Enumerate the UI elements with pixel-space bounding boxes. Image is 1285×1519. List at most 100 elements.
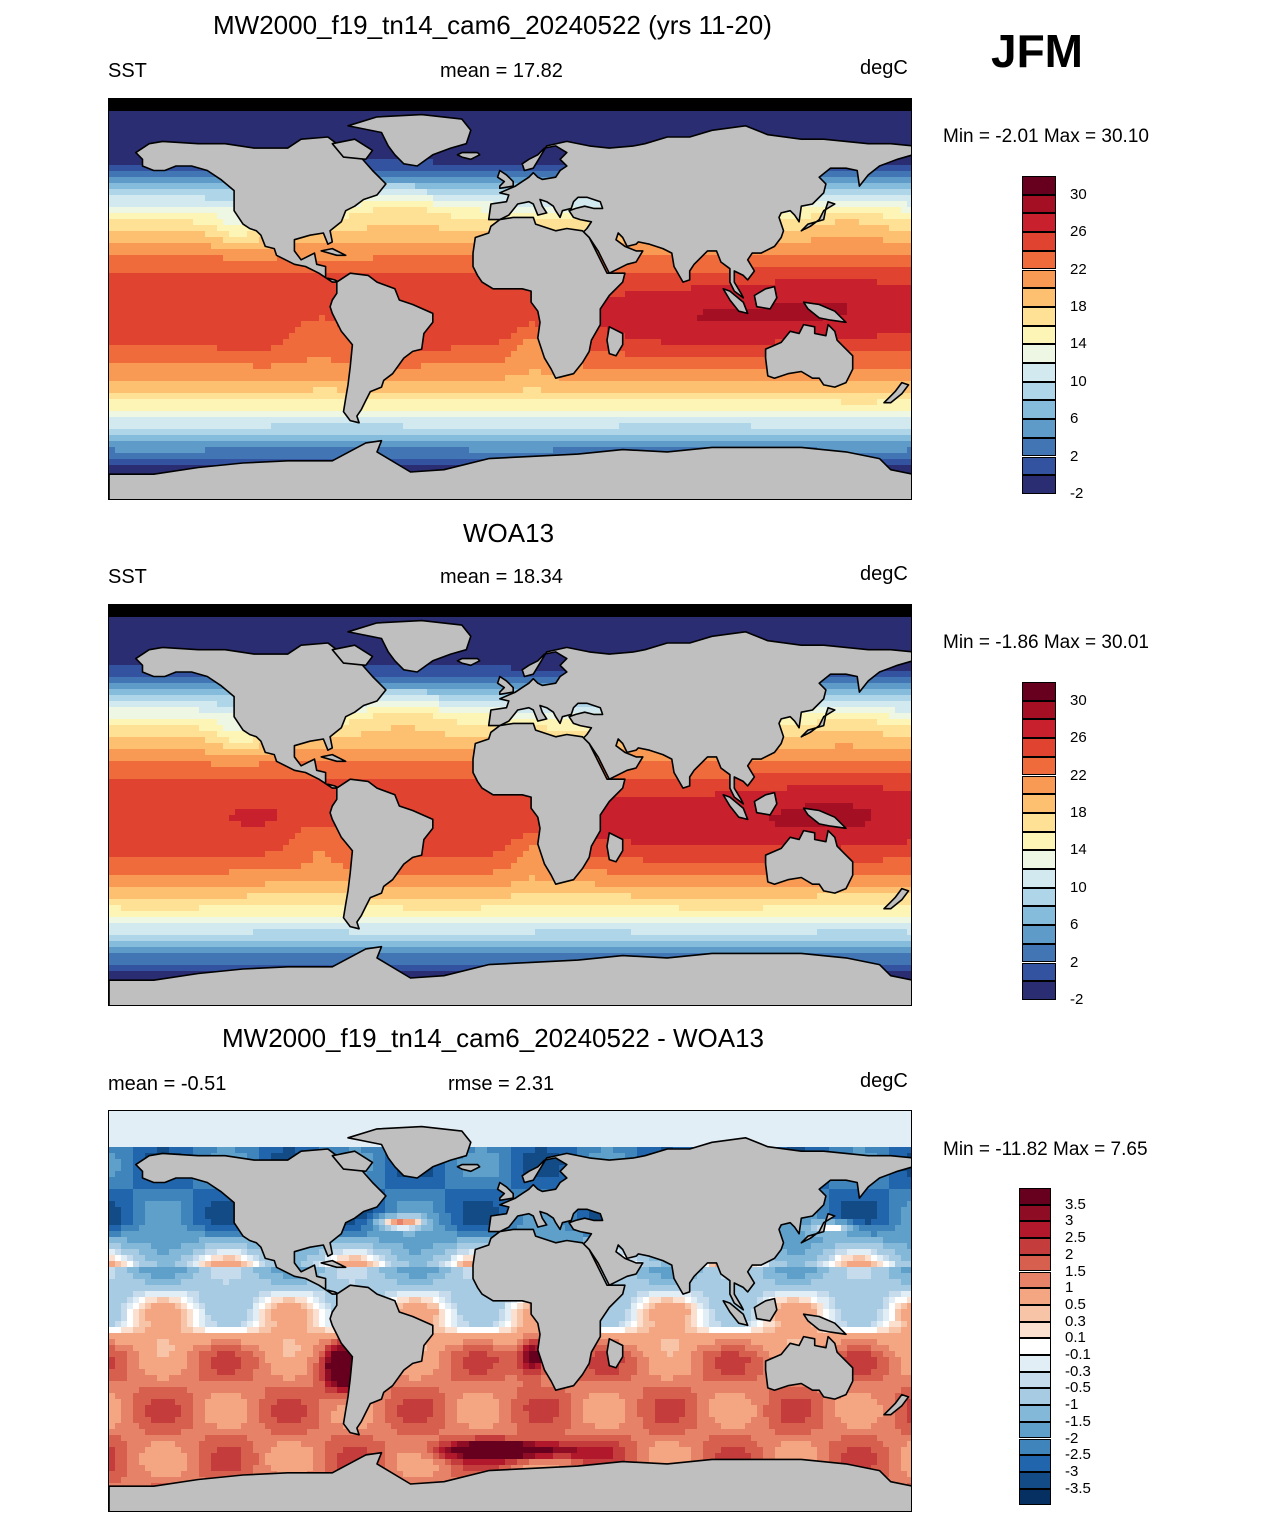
land-cuba xyxy=(320,753,347,763)
colorbar-swatch xyxy=(1022,194,1056,214)
land-sumatra xyxy=(722,288,749,315)
colorbar-swatch xyxy=(1022,981,1056,1000)
colorbar-tick-label: 2.5 xyxy=(1065,1229,1086,1246)
colorbar-tick-label: 3 xyxy=(1065,1212,1073,1229)
colorbar-swatch xyxy=(1022,400,1056,420)
land-africa xyxy=(472,1228,626,1391)
land-eurasia xyxy=(487,125,911,299)
colorbar-tick-label: 10 xyxy=(1070,879,1087,896)
land-eurasia xyxy=(487,631,911,805)
land-uk xyxy=(496,169,514,190)
land-japan xyxy=(800,200,836,232)
colorbar-swatch xyxy=(1019,1321,1051,1339)
land-africa xyxy=(472,216,626,379)
colorbar-swatch xyxy=(1022,213,1056,233)
panel-2-variable: SST xyxy=(108,566,147,589)
panel-1-map xyxy=(108,98,912,500)
colorbar-swatch xyxy=(1022,887,1056,907)
colorbar-swatch xyxy=(1019,1405,1051,1422)
colorbar-swatch xyxy=(1022,419,1056,438)
colorbar-tick-label: 1.5 xyxy=(1065,1263,1086,1280)
colorbar-tick-label: -3 xyxy=(1065,1463,1078,1480)
land-japan xyxy=(800,706,836,738)
land-madagascar xyxy=(606,832,624,863)
colorbar-swatch xyxy=(1022,850,1056,869)
land-iceland xyxy=(456,657,481,667)
land-cuba xyxy=(320,1259,347,1269)
panel-3-minmax: Min = -11.82 Max = 7.65 xyxy=(943,1139,1148,1161)
colorbar-swatch xyxy=(1019,1488,1051,1506)
panel-1-title: MW2000_f19_tn14_cam6_20240522 (yrs 11-20… xyxy=(213,10,772,41)
land-sumatra xyxy=(722,794,749,821)
colorbar-swatch xyxy=(1022,756,1056,776)
colorbar-swatch xyxy=(1022,962,1056,982)
colorbar-swatch xyxy=(1019,1471,1051,1489)
colorbar-tick-label: 6 xyxy=(1070,410,1078,427)
panel-2-map xyxy=(108,604,912,1006)
colorbar-tick-label: 22 xyxy=(1070,261,1087,278)
colorbar-tick-label: -2 xyxy=(1065,1430,1078,1447)
colorbar-swatch xyxy=(1022,325,1056,345)
colorbar-tick-label: 30 xyxy=(1070,186,1087,203)
land-nz xyxy=(883,1393,910,1416)
panel-3-rmse: rmse = 2.31 xyxy=(448,1073,554,1096)
colorbar-tick-label: 18 xyxy=(1070,804,1087,821)
land-africa xyxy=(472,722,626,885)
colorbar-tick-label: 2 xyxy=(1070,448,1078,465)
land-borneo xyxy=(753,791,778,816)
colorbar-swatch xyxy=(1022,738,1056,757)
panel-2-minmax: Min = -1.86 Max = 30.01 xyxy=(943,632,1149,654)
colorbar-tick-label: 3.5 xyxy=(1065,1196,1086,1213)
colorbar-swatch xyxy=(1019,1338,1051,1355)
colorbar-swatch xyxy=(1022,475,1056,494)
land-southAmerica xyxy=(329,778,434,930)
colorbar-swatch xyxy=(1022,288,1056,307)
panel-2-colorbar: 30 26 22 18 14 10 6 2 -2 xyxy=(1022,682,1116,1008)
colorbar-swatch xyxy=(1019,1455,1051,1472)
colorbar-swatch xyxy=(1019,1188,1051,1205)
colorbar-tick-label: 30 xyxy=(1070,692,1087,709)
land-newGuinea xyxy=(802,807,847,830)
land-borneo xyxy=(753,1297,778,1322)
colorbar-tick-label: 0.5 xyxy=(1065,1296,1086,1313)
land-iceland xyxy=(456,1163,481,1173)
colorbar-swatch xyxy=(1019,1304,1051,1322)
colorbar-tick-label: 6 xyxy=(1070,916,1078,933)
colorbar-swatch xyxy=(1019,1271,1051,1289)
land-newGuinea xyxy=(802,301,847,324)
land-baffin xyxy=(331,644,374,667)
colorbar-swatch xyxy=(1019,1438,1051,1456)
colorbar-swatch xyxy=(1022,363,1056,382)
colorbar-tick-label: -1 xyxy=(1065,1396,1078,1413)
colorbar-tick-label: 10 xyxy=(1070,373,1087,390)
colorbar-tick-label: 14 xyxy=(1070,841,1087,858)
land-japan xyxy=(800,1212,836,1244)
colorbar-tick-label: 0.3 xyxy=(1065,1313,1086,1330)
land-nz xyxy=(883,381,910,404)
colorbar-swatch xyxy=(1019,1288,1051,1305)
panel-1-variable: SST xyxy=(108,60,147,83)
colorbar-swatch xyxy=(1019,1421,1051,1439)
colorbar-swatch xyxy=(1022,381,1056,401)
colorbar-swatch xyxy=(1019,1355,1051,1372)
colorbar-tick-label: -2 xyxy=(1070,485,1083,502)
land-australia xyxy=(764,323,854,388)
panel-3-map xyxy=(108,1110,912,1512)
panel-1-colorbar: 30 26 22 18 14 10 6 2 -2 xyxy=(1022,176,1116,502)
land-australia xyxy=(764,1335,854,1400)
land-greenland xyxy=(347,113,472,167)
colorbar-swatch xyxy=(1022,456,1056,476)
colorbar-swatch xyxy=(1022,250,1056,270)
land-madagascar xyxy=(606,1338,624,1369)
colorbar-tick-label: -0.5 xyxy=(1065,1379,1091,1396)
panel-2-units: degC xyxy=(860,563,908,586)
colorbar-swatch xyxy=(1019,1388,1051,1406)
colorbar-swatch xyxy=(1022,775,1056,795)
colorbar-tick-label: -2 xyxy=(1070,991,1083,1008)
land-baffin xyxy=(331,1150,374,1173)
land-southAmerica xyxy=(329,1284,434,1436)
colorbar-tick-label: 2 xyxy=(1065,1246,1073,1263)
colorbar-swatch xyxy=(1022,831,1056,851)
panel-1-units: degC xyxy=(860,57,908,80)
season-label: JFM xyxy=(991,24,1083,78)
